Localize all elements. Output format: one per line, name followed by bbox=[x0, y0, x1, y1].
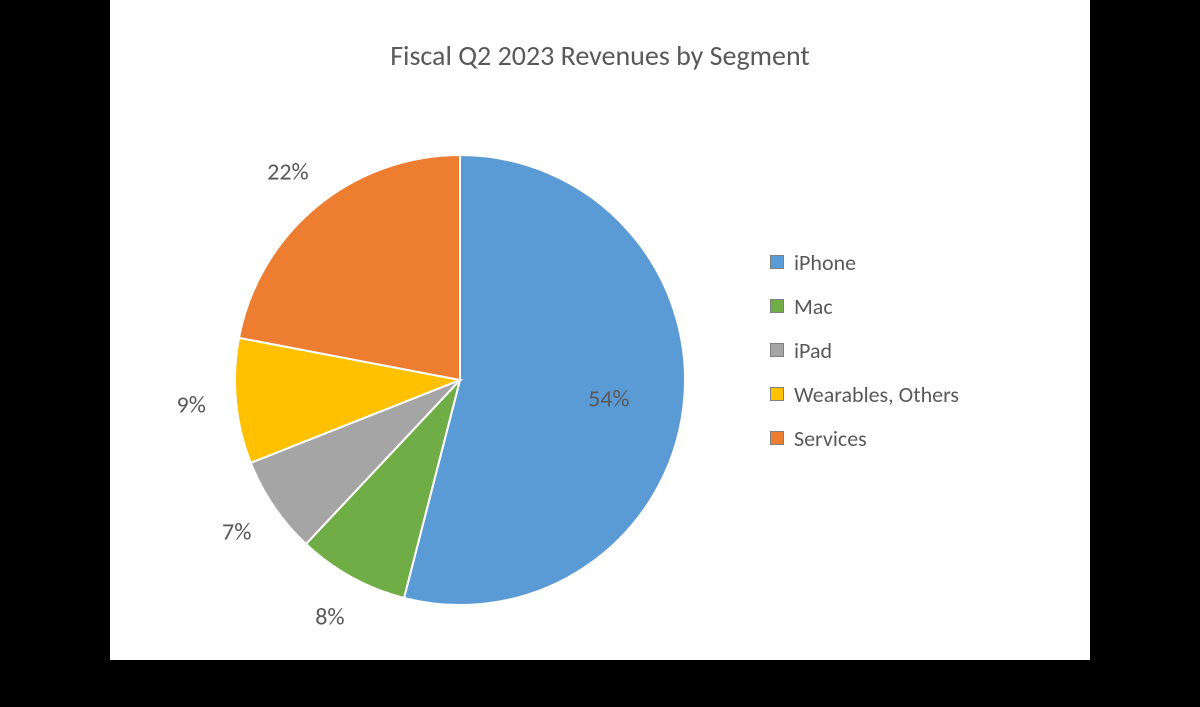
chart-title: Fiscal Q2 2023 Revenues by Segment bbox=[110, 38, 1090, 73]
pie-label-ipad: 7% bbox=[222, 517, 251, 546]
legend: iPhone Mac iPad Wearables, Others Services bbox=[770, 240, 959, 460]
legend-item-mac: Mac bbox=[770, 284, 959, 328]
legend-swatch-icon bbox=[770, 343, 784, 357]
pie-chart: 54%8%7%9%22% bbox=[235, 155, 685, 605]
legend-item-services: Services bbox=[770, 416, 959, 460]
legend-swatch-icon bbox=[770, 431, 784, 445]
pie-label-wearables-others: 9% bbox=[177, 391, 206, 420]
pie-label-services: 22% bbox=[267, 157, 308, 186]
legend-swatch-icon bbox=[770, 255, 784, 269]
pie-svg bbox=[235, 155, 685, 605]
chart-panel: Fiscal Q2 2023 Revenues by Segment 54%8%… bbox=[110, 0, 1090, 660]
legend-item-ipad: iPad bbox=[770, 328, 959, 372]
legend-label: iPhone bbox=[794, 249, 856, 276]
legend-label: Mac bbox=[794, 293, 833, 320]
legend-label: Wearables, Others bbox=[794, 381, 959, 408]
pie-label-iphone: 54% bbox=[588, 384, 629, 413]
legend-swatch-icon bbox=[770, 387, 784, 401]
legend-item-iphone: iPhone bbox=[770, 240, 959, 284]
legend-swatch-icon bbox=[770, 299, 784, 313]
legend-item-wearables-others: Wearables, Others bbox=[770, 372, 959, 416]
legend-label: Services bbox=[794, 425, 867, 452]
legend-label: iPad bbox=[794, 337, 832, 364]
pie-label-mac: 8% bbox=[315, 602, 344, 631]
